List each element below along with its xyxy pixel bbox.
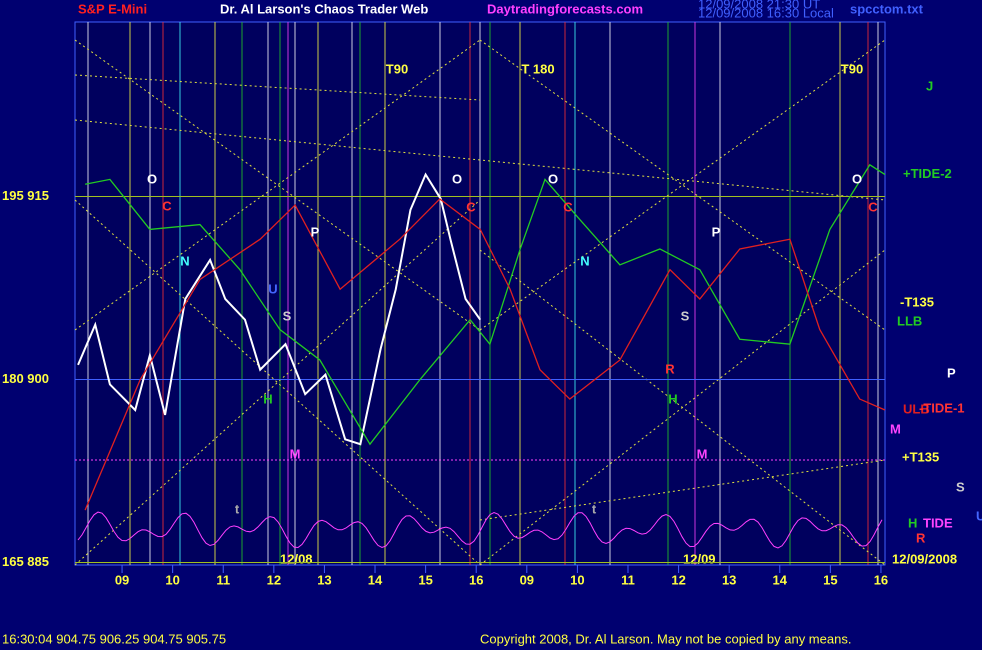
annotation: t <box>235 501 240 516</box>
annotation: LLB <box>897 313 922 328</box>
x-tick-label: 12 <box>671 572 685 587</box>
annotation: O <box>548 171 558 186</box>
date-label: 12/09/2008 <box>892 551 957 566</box>
x-tick-label: 15 <box>823 572 837 587</box>
annotation: M <box>890 421 901 436</box>
series-label: ULB <box>903 401 930 416</box>
annotation: T90 <box>841 61 863 76</box>
annotation: +T135 <box>902 449 939 464</box>
annotation: P <box>311 224 320 239</box>
annotation: J <box>926 78 933 93</box>
x-tick-label: 11 <box>621 572 635 587</box>
date-label: 12/09 <box>683 551 716 566</box>
annotation: S <box>681 308 690 323</box>
oscillator <box>77 511 883 549</box>
series-line <box>84 163 886 446</box>
annotation: O <box>852 171 862 186</box>
x-tick-label: 09 <box>520 572 534 587</box>
annotation: R <box>916 530 926 545</box>
copyright: Copyright 2008, Dr. Al Larson. May not b… <box>480 631 851 646</box>
annotation: O <box>147 171 157 186</box>
annotation: P <box>712 224 721 239</box>
site: Daytradingforecasts.com <box>487 1 643 16</box>
x-tick-label: 16 <box>469 572 483 587</box>
annotation: H <box>668 391 677 406</box>
annotation: M <box>697 446 708 461</box>
x-tick-label: 12 <box>267 572 281 587</box>
annotation: O <box>452 171 462 186</box>
x-tick-label: 16 <box>874 572 888 587</box>
annotation: S <box>956 479 965 494</box>
annotation: T 180 <box>521 61 554 76</box>
annotation: C <box>868 199 878 214</box>
diagonal <box>74 39 481 331</box>
file-name: spcctom.txt <box>850 1 924 16</box>
x-tick-label: 09 <box>115 572 129 587</box>
annotation: C <box>466 199 476 214</box>
timestamp: 12/09/2008 21:30 UT <box>698 0 820 11</box>
annotation: H <box>263 391 272 406</box>
diagonal <box>74 199 481 566</box>
annotation: TIDE <box>923 515 953 530</box>
diagonal <box>479 459 886 521</box>
annotation: -T135 <box>900 294 934 309</box>
x-tick-label: 14 <box>368 572 383 587</box>
x-tick-label: 10 <box>165 572 179 587</box>
annotation: t <box>592 501 597 516</box>
y-tick-label: 165 885 <box>2 554 49 569</box>
timestamp: 12/09/2008 16:30 Local <box>698 5 834 20</box>
annotation: C <box>162 198 172 213</box>
x-tick-label: 13 <box>317 572 331 587</box>
annotation: U <box>268 281 277 296</box>
x-tick-label: 14 <box>773 572 788 587</box>
annotation: N <box>580 253 589 268</box>
annotation: U <box>976 508 982 523</box>
diagonal <box>479 249 886 566</box>
annotation: T90 <box>386 61 408 76</box>
x-tick-label: 10 <box>570 572 584 587</box>
x-tick-label: 11 <box>216 572 230 587</box>
time-markers <box>74 22 886 566</box>
annotation: C <box>563 199 573 214</box>
diagonal <box>479 39 886 331</box>
y-tick-label: 180 900 <box>2 371 49 386</box>
annotation: S <box>283 308 292 323</box>
y-tick-label: 195 915 <box>2 188 49 203</box>
annotation: H <box>908 515 917 530</box>
annotation: P <box>947 365 956 380</box>
annotation: N <box>180 253 189 268</box>
series-line <box>77 172 482 446</box>
series-line <box>84 198 886 511</box>
annotation: R <box>665 361 675 376</box>
status-line: 16:30:04 904.75 906.25 904.75 905.75 <box>2 631 226 646</box>
annotation: M <box>290 446 301 461</box>
annotation: -TIDE-1 <box>919 400 965 415</box>
series-label: +TIDE-2 <box>903 166 952 181</box>
date-label: 12/08 <box>280 551 313 566</box>
diagonal <box>74 199 481 566</box>
x-tick-label: 13 <box>722 572 736 587</box>
diagonal <box>74 39 481 331</box>
chart-title: Dr. Al Larson's Chaos Trader Web <box>220 1 428 16</box>
diagonal <box>74 119 886 201</box>
x-tick-label: 15 <box>418 572 432 587</box>
instrument: S&P E-Mini <box>78 1 147 16</box>
diagonal <box>479 39 886 331</box>
